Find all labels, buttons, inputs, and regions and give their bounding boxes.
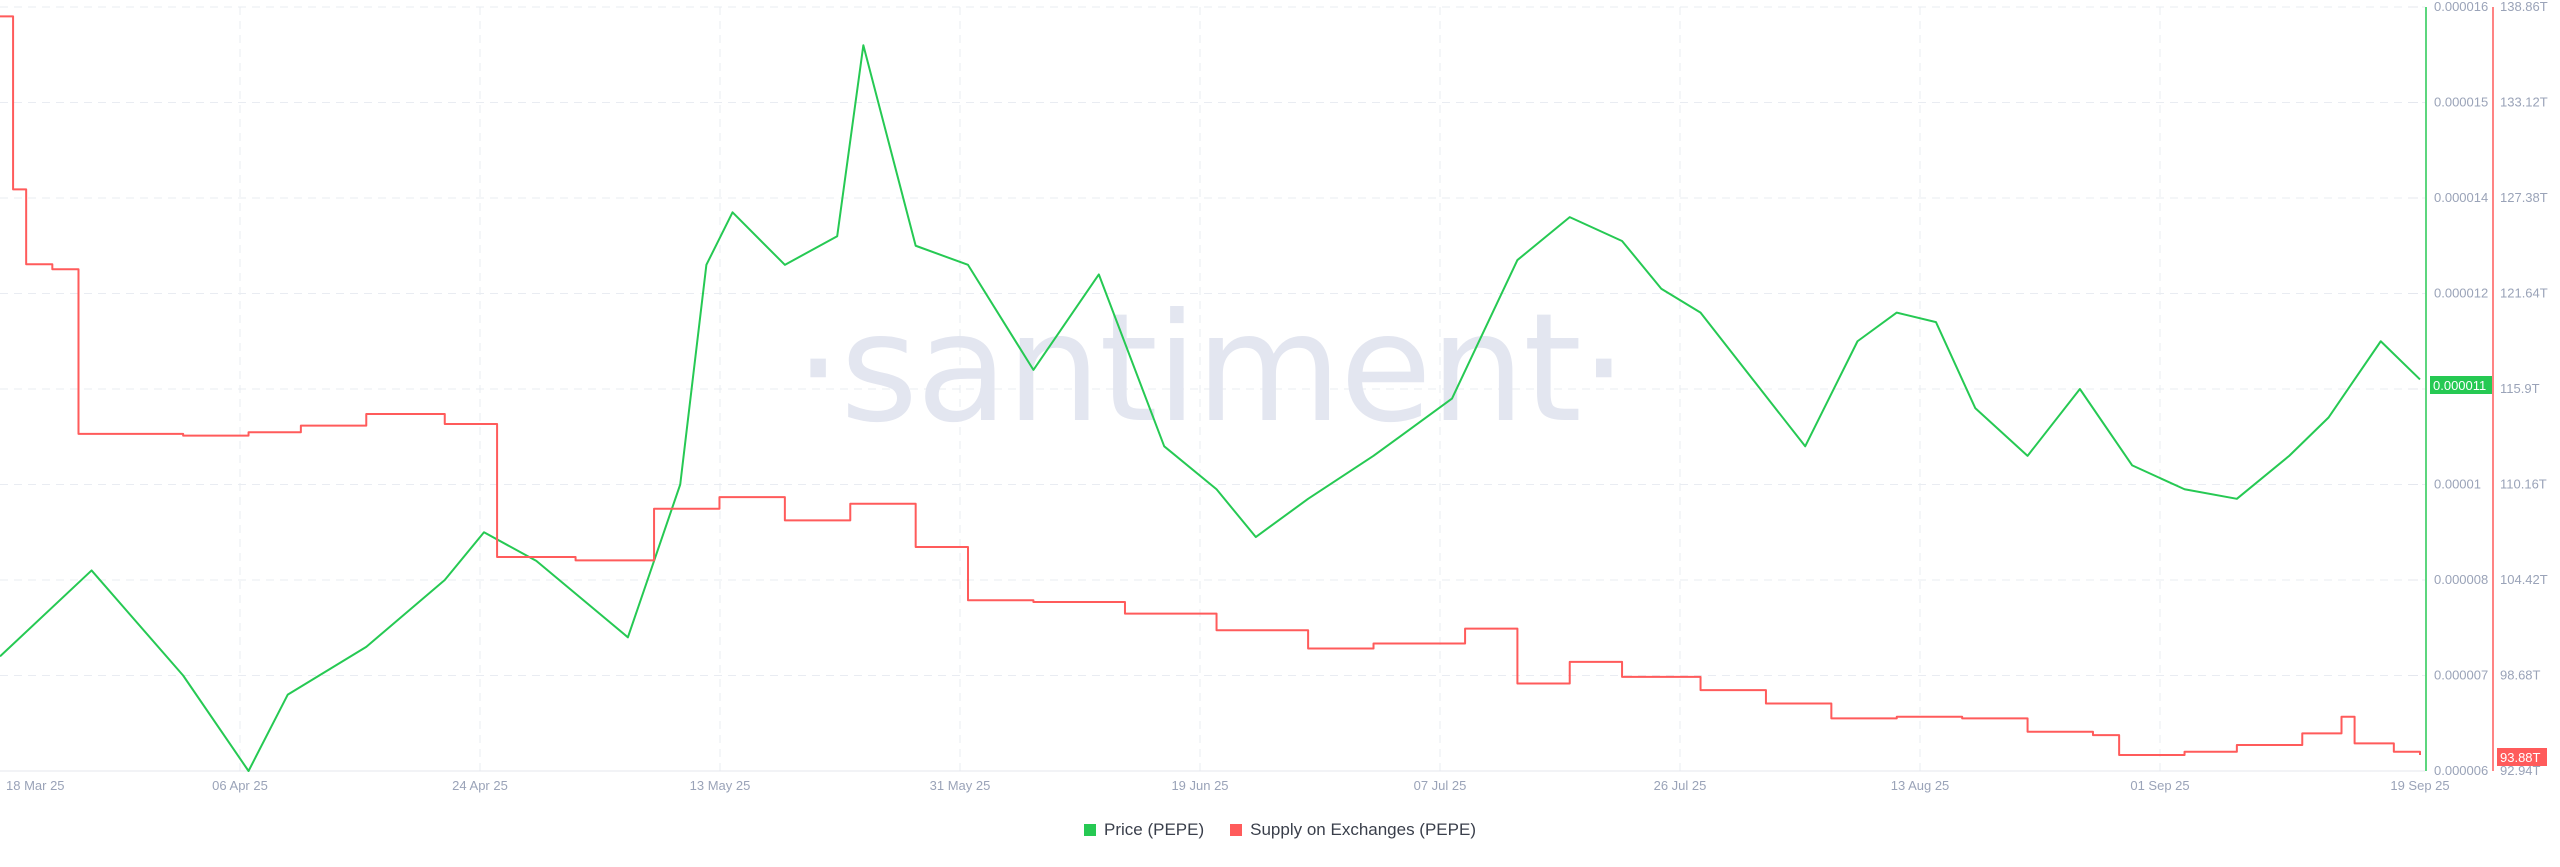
price-tick-label: 0.000006 — [2434, 763, 2488, 778]
price-tick-label: 0.00001 — [2434, 477, 2481, 492]
supply-tick-label: 110.16T — [2500, 477, 2547, 492]
supply-swatch-icon — [1230, 824, 1243, 836]
supply-current-badge: 93.88T — [2497, 748, 2547, 766]
grid — [0, 6, 2425, 772]
x-tick-label: 19 Jun 25 — [1171, 778, 1228, 793]
price-tick-label: 0.000015 — [2434, 95, 2488, 110]
price-tick-label: 0.000008 — [2434, 572, 2488, 587]
legend: Price (PEPE) Supply on Exchanges (PEPE) — [0, 820, 2560, 840]
supply-tick-label: 133.12T — [2500, 95, 2548, 110]
price-current-badge: 0.000011 — [2430, 376, 2492, 394]
x-tick-label: 31 May 25 — [930, 778, 991, 793]
supply-tick-label: 98.68T — [2500, 668, 2541, 683]
x-tick-label: 06 Apr 25 — [212, 778, 268, 793]
price-tick-label: 0.000014 — [2434, 190, 2488, 205]
x-tick-label: 13 Aug 25 — [1891, 778, 1950, 793]
legend-label-price: Price (PEPE) — [1104, 820, 1205, 839]
supply-line[interactable] — [0, 15, 2421, 757]
price-tick-label: 0.000007 — [2434, 668, 2488, 683]
supply-tick-label: 115.9T — [2500, 381, 2540, 396]
x-tick-label: 18 Mar 25 — [6, 778, 65, 793]
x-tick-label: 24 Apr 25 — [452, 778, 508, 793]
x-tick-label: 19 Sep 25 — [2390, 778, 2449, 793]
price-swatch-icon — [1084, 824, 1096, 836]
supply-tick-label: 121.64T — [2500, 286, 2548, 301]
price-line[interactable] — [0, 44, 2421, 772]
svg-text:93.88T: 93.88T — [2500, 750, 2541, 765]
x-tick-label: 13 May 25 — [690, 778, 751, 793]
x-tick-label: 01 Sep 25 — [2130, 778, 2189, 793]
santiment-watermark: ·santiment· — [794, 282, 1625, 456]
price-tick-label: 0.000012 — [2434, 286, 2488, 301]
legend-label-supply: Supply on Exchanges (PEPE) — [1250, 820, 1476, 839]
x-tick-label: 07 Jul 25 — [1414, 778, 1467, 793]
legend-item-supply[interactable]: Supply on Exchanges (PEPE) — [1230, 820, 1476, 840]
chart-svg[interactable]: ·santiment· 0.000016 0.000015 0.000014 0.000… — [0, 0, 2560, 800]
supply-tick-label: 92.94T — [2500, 763, 2541, 778]
supply-tick-label: 138.86T — [2500, 0, 2548, 14]
supply-tick-label: 127.38T — [2500, 190, 2548, 205]
chart-area: ·santiment· 0.000016 0.000015 0.000014 0.000… — [0, 0, 2560, 800]
legend-item-price[interactable]: Price (PEPE) — [1084, 820, 1204, 840]
x-tick-label: 26 Jul 25 — [1654, 778, 1707, 793]
supply-tick-label: 104.42T — [2500, 572, 2548, 587]
svg-text:0.000011: 0.000011 — [2433, 378, 2486, 393]
price-tick-label: 0.000016 — [2434, 0, 2488, 14]
